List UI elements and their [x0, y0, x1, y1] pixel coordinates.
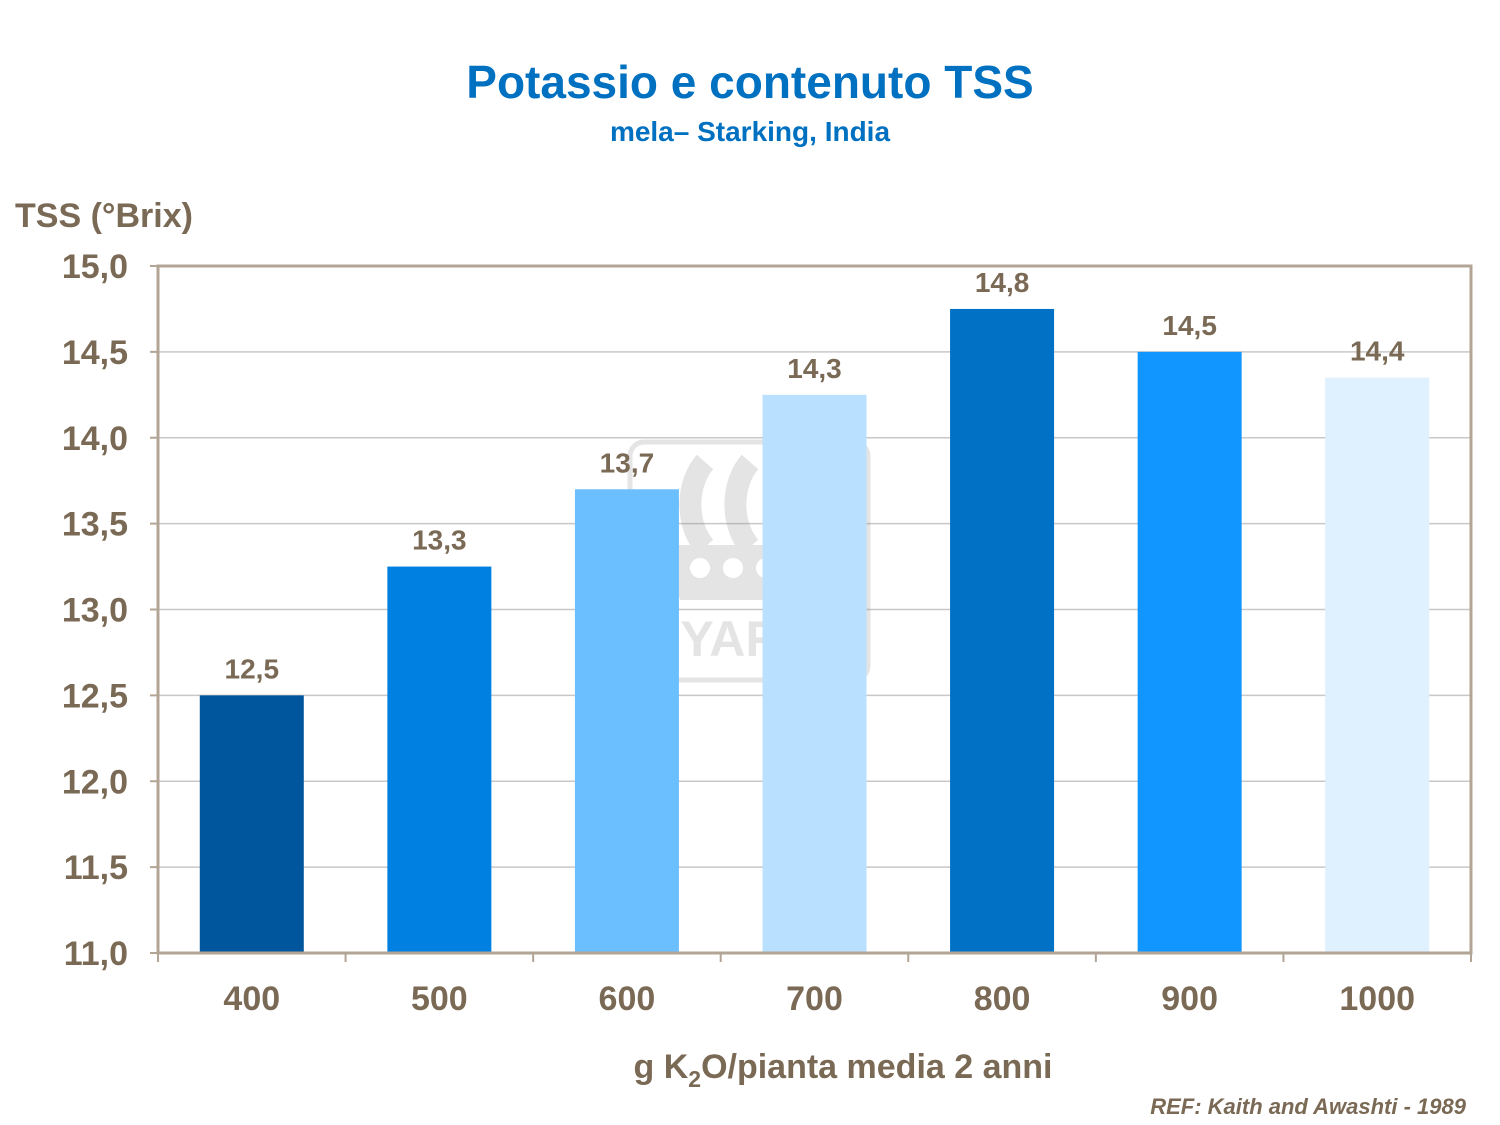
bar-700 [762, 394, 867, 953]
y-tick-label: 13,5 [62, 506, 128, 544]
data-label-500: 13,3 [412, 525, 467, 556]
chart-title: Potassio e contenuto TSS [466, 56, 1033, 108]
x-axis-label-sub: 2 [688, 1066, 701, 1092]
bar-1000 [1325, 377, 1430, 953]
bar-800 [950, 308, 1055, 953]
x-tick-label-900: 900 [1161, 980, 1218, 1018]
x-axis-label-post: O/pianta media 2 anni [701, 1048, 1052, 1086]
x-axis-label-pre: g K [634, 1048, 689, 1086]
bar-labels: 12,5 13,3 13,7 14,3 14,8 14,5 14,4 [225, 267, 1405, 684]
x-tick-label-800: 800 [974, 980, 1031, 1018]
y-tick-label: 11,5 [64, 849, 128, 887]
bar-500 [387, 566, 492, 953]
y-tick-label: 14,5 [62, 334, 128, 372]
data-label-600: 13,7 [600, 447, 655, 478]
y-tick-label: 13,0 [62, 592, 128, 630]
x-axis-label: g K2O/pianta media 2 anni [634, 1048, 1053, 1092]
bar-900 [1137, 351, 1242, 953]
x-tick-label-700: 700 [786, 980, 843, 1018]
y-axis-ticks: 11,0 11,5 12,0 12,5 13,0 13,5 14,0 14,5 15,0 [62, 248, 158, 973]
y-tick-label: 12,0 [62, 763, 128, 801]
x-tick-label-600: 600 [599, 980, 656, 1018]
y-tick-label: 11,0 [64, 935, 128, 973]
y-tick-label: 12,5 [62, 677, 128, 715]
y-tick-label: 14,0 [62, 420, 128, 458]
data-label-700: 14,3 [787, 353, 842, 384]
bar-400 [199, 695, 304, 953]
data-label-1000: 14,4 [1350, 336, 1405, 367]
data-label-400: 12,5 [225, 653, 280, 684]
x-axis-ticks: 400 500 600 700 800 900 1000 [157, 953, 1472, 1018]
bars [199, 308, 1430, 953]
data-label-800: 14,8 [975, 267, 1030, 298]
y-tick-label: 15,0 [62, 248, 128, 286]
y-axis-label: TSS (°Brix) [15, 197, 193, 235]
x-tick-label-400: 400 [223, 980, 280, 1018]
x-tick-label-1000: 1000 [1339, 980, 1415, 1018]
bar-600 [574, 489, 679, 953]
data-label-900: 14,5 [1162, 310, 1217, 341]
x-tick-label-500: 500 [411, 980, 468, 1018]
reference-note: REF: Kaith and Awashti - 1989 [1150, 1094, 1467, 1119]
chart-subtitle: mela– Starking, India [610, 116, 891, 147]
